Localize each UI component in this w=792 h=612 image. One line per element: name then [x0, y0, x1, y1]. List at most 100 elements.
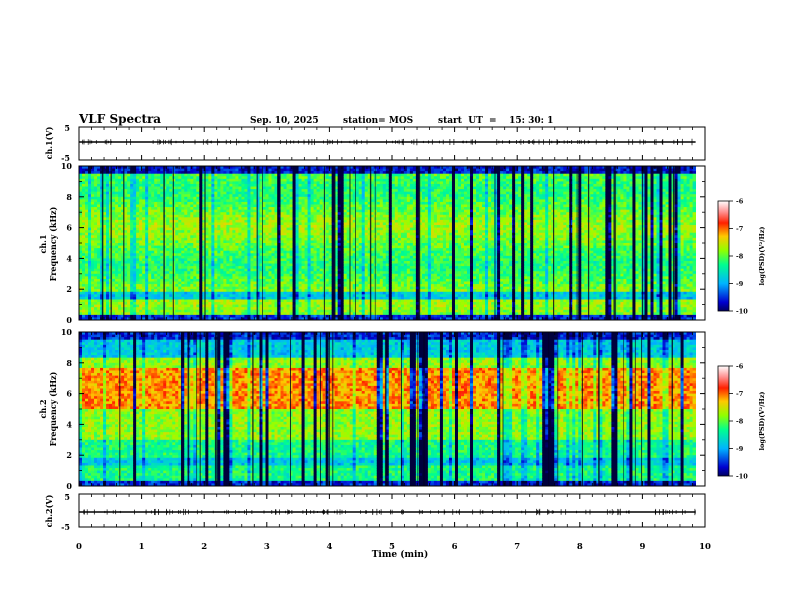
spectrogram-cell — [293, 302, 296, 305]
spectrogram-cell — [247, 235, 250, 238]
spectrogram-cell — [97, 215, 100, 218]
spectrogram-cell — [106, 212, 109, 215]
spectrogram-cell — [317, 230, 320, 233]
spectrogram-cell — [244, 307, 247, 310]
spectrogram-cell — [85, 176, 88, 179]
spectrogram-cell — [136, 199, 139, 202]
spectrogram-cell — [311, 215, 314, 218]
spectrogram-cell — [223, 258, 226, 261]
spectrogram-cell — [160, 187, 163, 190]
spectrogram-cell — [226, 238, 229, 241]
spectrogram-cell — [142, 194, 145, 197]
spectrogram-cell — [91, 261, 94, 264]
spectrogram-cell — [226, 197, 229, 200]
spectrogram-cell — [244, 220, 247, 223]
spectrogram-cell — [154, 315, 157, 318]
spectrogram-cell — [308, 207, 311, 210]
spectrogram-cell — [268, 302, 271, 305]
spectrogram-cell — [166, 199, 169, 202]
spectrogram-cell — [106, 205, 109, 208]
spectrogram-cell — [220, 176, 223, 179]
spectrogram-cell — [223, 217, 226, 220]
spectrogram-cell — [193, 276, 196, 279]
spectrogram-cell — [172, 284, 175, 287]
spectrogram-cell — [142, 284, 145, 287]
spectrogram-cell — [241, 228, 244, 231]
spectrogram-cell — [175, 312, 178, 315]
spectrogram-cell — [196, 253, 199, 256]
spectrogram-cell — [187, 240, 190, 243]
spectrogram-cell — [112, 222, 115, 225]
spectrogram-cell — [220, 287, 223, 290]
spectrogram-cell — [193, 212, 196, 215]
spectrogram-cell — [314, 261, 317, 264]
spectrogram-cell — [262, 235, 265, 238]
spectrogram-cell — [314, 199, 317, 202]
spectrogram-cell — [175, 299, 178, 302]
spectrogram-cell — [287, 279, 290, 282]
spectrogram-cell — [314, 279, 317, 282]
spectrogram-cell — [253, 235, 256, 238]
spectrogram-cell — [190, 222, 193, 225]
spectrogram-cell — [268, 287, 271, 290]
spectrogram-cell — [244, 240, 247, 243]
spectrogram-cell — [154, 174, 157, 177]
spectrogram-cell — [169, 225, 172, 228]
spectrogram-cell — [82, 215, 85, 218]
spectrogram-cell — [181, 243, 184, 246]
spectrogram-cell — [193, 202, 196, 205]
spectrogram-cell — [290, 310, 293, 313]
spectrogram-cell — [169, 197, 172, 200]
spectrogram-cell — [265, 212, 268, 215]
spectrogram-cell — [169, 212, 172, 215]
spectrogram-cell — [235, 276, 238, 279]
spectrogram-cell — [145, 194, 148, 197]
spectrogram-cell — [317, 228, 320, 231]
spectrogram-cell — [196, 282, 199, 285]
spectrogram-cell — [157, 235, 160, 238]
spectrogram-cell — [229, 253, 232, 256]
spectrogram-cell — [208, 192, 211, 195]
spectrogram-cell — [305, 187, 308, 190]
spectrogram-cell — [265, 251, 268, 254]
spectrogram-cell — [160, 174, 163, 177]
spectrogram-cell — [124, 310, 127, 313]
spectrogram-cell — [229, 256, 232, 259]
spectrogram-cell — [184, 197, 187, 200]
spectrogram-cell — [166, 187, 169, 190]
spectrogram-cell — [247, 197, 250, 200]
spectrogram-cell — [127, 181, 130, 184]
spectrogram-cell — [214, 307, 217, 310]
spectrogram-cell — [79, 305, 82, 308]
spectrogram-cell — [284, 174, 287, 177]
spectrogram-cell — [241, 276, 244, 279]
spectrogram-cell — [229, 222, 232, 225]
spectrogram-cell — [199, 251, 202, 254]
spectrogram-cell — [160, 210, 163, 213]
spectrogram-cell — [253, 266, 256, 269]
spectrogram-cell — [199, 212, 202, 215]
spectrogram-cell — [133, 240, 136, 243]
spectrogram-cell — [296, 266, 299, 269]
spectrogram-cell — [235, 243, 238, 246]
spectrogram-cell — [139, 228, 142, 231]
spectrogram-cell — [193, 302, 196, 305]
spectrogram-cell — [241, 217, 244, 220]
spectrogram-cell — [187, 176, 190, 179]
spectrogram-cell — [175, 305, 178, 308]
spectrogram-cell — [211, 251, 214, 254]
spectrogram-cell — [148, 207, 151, 210]
spectrogram-cell — [293, 228, 296, 231]
spectrogram-cell — [169, 246, 172, 249]
spectrogram-cell — [94, 184, 97, 187]
spectrogram-cell — [226, 302, 229, 305]
spectrogram-cell — [226, 194, 229, 197]
spectrogram-cell — [211, 253, 214, 256]
spectrogram-cell — [139, 199, 142, 202]
spectrogram-cell — [293, 299, 296, 302]
spectrogram-cell — [223, 294, 226, 297]
spectrogram-cell — [82, 299, 85, 302]
spectrogram-cell — [166, 276, 169, 279]
spectrogram-cell — [151, 238, 154, 241]
spectrogram-cell — [302, 292, 305, 295]
